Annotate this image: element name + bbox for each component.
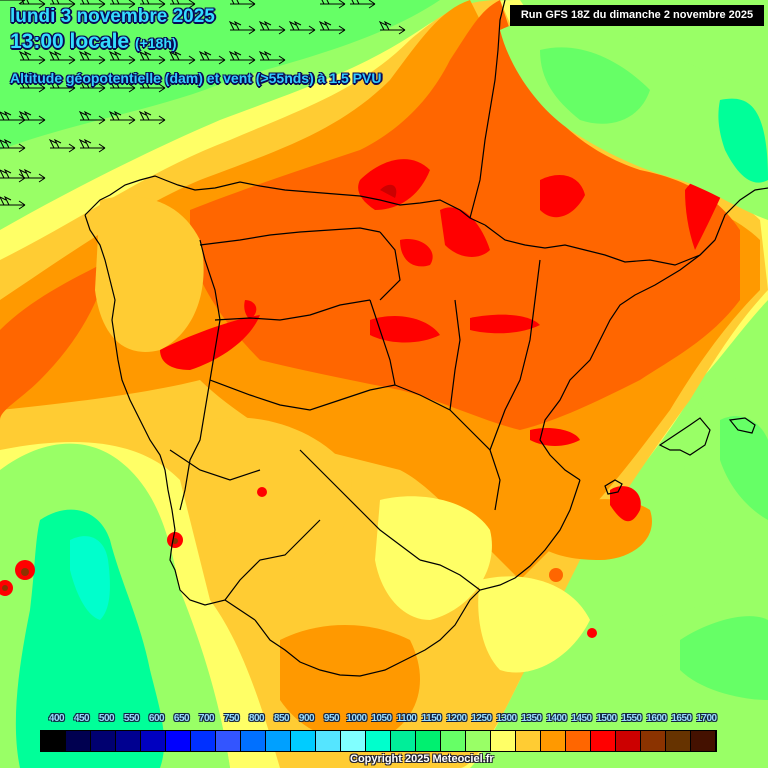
colorbar-label: 1350 — [521, 713, 542, 724]
colorbar-label: 850 — [273, 713, 290, 724]
colorbar-swatch — [441, 731, 466, 751]
colorbar-swatch — [641, 731, 666, 751]
colorbar-label: 650 — [173, 713, 190, 724]
colorbar-label: 1500 — [596, 713, 617, 724]
colorbar-swatch — [116, 731, 141, 751]
colorbar-label: 700 — [198, 713, 215, 724]
colorbar-label: 1550 — [621, 713, 642, 724]
colorbar-label: 750 — [223, 713, 240, 724]
colorbar-label: 900 — [298, 713, 315, 724]
colorbar-label: 1400 — [546, 713, 567, 724]
colorbar-label: 600 — [148, 713, 165, 724]
colorbar-swatch — [166, 731, 191, 751]
colorbar-swatch — [91, 731, 116, 751]
colorbar-swatch — [266, 731, 291, 751]
colorbar-label: 950 — [323, 713, 340, 724]
colorbar-label: 1650 — [671, 713, 692, 724]
colorbar-label: 1100 — [396, 713, 417, 724]
forecast-time: 13:00 locale (+18h) — [10, 30, 177, 54]
forecast-lead-time: (+18h) — [134, 35, 177, 51]
colorbar-label: 1450 — [571, 713, 592, 724]
colorbar-label: 1250 — [471, 713, 492, 724]
colorbar-labels: 400 450 500 550 600 650 700 750 800 850 900 950 1000… — [40, 713, 720, 727]
colorbar-label: 450 — [73, 713, 90, 724]
wind-barbs — [0, 0, 406, 210]
colorbar-swatch — [616, 731, 641, 751]
colorbar-swatch — [541, 731, 566, 751]
colorbar-swatch — [591, 731, 616, 751]
colorbar-swatch — [566, 731, 591, 751]
colorbar-swatch — [416, 731, 441, 751]
colorbar-label: 550 — [123, 713, 140, 724]
colorbar-swatch — [516, 731, 541, 751]
colorbar-swatch — [391, 731, 416, 751]
colorbar-label: 1000 — [346, 713, 367, 724]
colorbar-label: 400 — [48, 713, 65, 724]
colorbar — [40, 730, 717, 752]
colorbar-label: 1200 — [446, 713, 467, 724]
colorbar-swatch — [41, 731, 66, 751]
colorbar-swatch — [466, 731, 491, 751]
colorbar-label: 1050 — [371, 713, 392, 724]
colorbar-label: 1700 — [696, 713, 717, 724]
colorbar-swatch — [316, 731, 341, 751]
colorbar-swatch — [491, 731, 516, 751]
forecast-local-time: 13:00 locale — [10, 30, 130, 53]
colorbar-swatch — [241, 731, 266, 751]
parameter-title: Altitude géopotentielle (dam) et vent (>… — [10, 70, 382, 86]
colorbar-swatch — [341, 731, 366, 751]
colorbar-swatch — [141, 731, 166, 751]
colorbar-swatch — [666, 731, 691, 751]
colorbar-swatch — [191, 731, 216, 751]
copyright: Copyright 2025 Meteociel.fr — [350, 753, 494, 765]
colorbar-label: 500 — [98, 713, 115, 724]
colorbar-swatch — [691, 731, 716, 751]
colorbar-label: 1300 — [496, 713, 517, 724]
model-run-label: Run GFS 18Z du dimanche 2 novembre 2025 — [510, 5, 764, 26]
forecast-date: lundi 3 novembre 2025 — [10, 6, 215, 27]
coastlines — [84, 0, 768, 677]
colorbar-swatch — [366, 731, 391, 751]
colorbar-swatch — [291, 731, 316, 751]
colorbar-label: 1600 — [646, 713, 667, 724]
colorbar-swatch — [66, 731, 91, 751]
colorbar-label: 1150 — [421, 713, 442, 724]
colorbar-label: 800 — [248, 713, 265, 724]
colorbar-swatch — [216, 731, 241, 751]
